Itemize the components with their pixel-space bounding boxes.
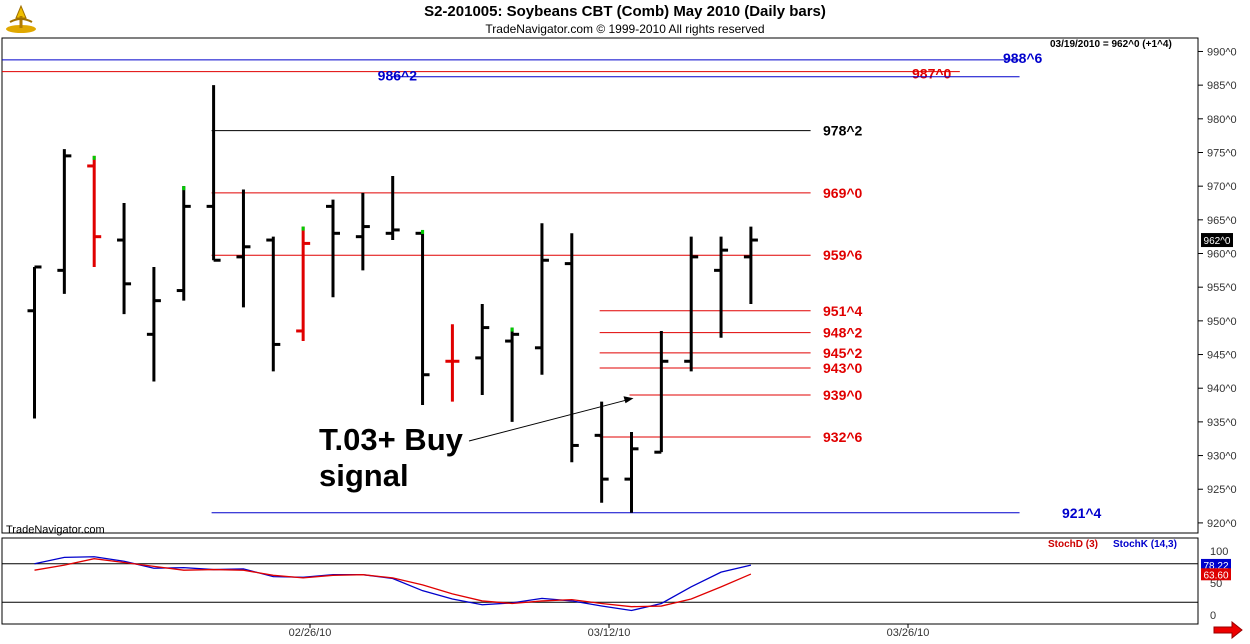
x-tick-label: 03/26/10 <box>887 627 930 639</box>
stoch-y-tick-label: 50 <box>1210 578 1222 590</box>
level-label: 948^2 <box>823 325 863 341</box>
level-label: 987^0 <box>912 66 952 82</box>
y-tick-label: 930^0 <box>1207 451 1237 463</box>
legend-stochd: StochD (3) <box>1048 539 1098 550</box>
y-tick-label: 920^0 <box>1207 518 1237 530</box>
stochd-value-label: 63.60 <box>1203 570 1228 581</box>
level-label: 959^6 <box>823 247 863 263</box>
y-tick-label: 960^0 <box>1207 249 1237 261</box>
stochastic-panel-frame <box>1 537 1199 625</box>
stoch-y-tick-label: 100 <box>1210 546 1228 558</box>
y-tick-label: 985^0 <box>1207 80 1237 92</box>
current-price-tag <box>1201 233 1233 248</box>
legend-stochk: StochK (14,3) <box>1113 539 1177 550</box>
y-tick-label: 965^0 <box>1207 215 1237 227</box>
stochk-value-tag <box>1201 558 1231 571</box>
last-price-readout: 03/19/2010 = 962^0 (+1^4) <box>1050 39 1172 50</box>
stochk-value-label: 78.22 <box>1203 561 1228 572</box>
level-label: 943^0 <box>823 360 863 376</box>
stochd-value-tag <box>1201 568 1231 581</box>
annotation-line1: T.03+ Buy <box>319 422 464 457</box>
stoch-series-line <box>34 558 752 608</box>
level-label: 932^6 <box>823 429 863 445</box>
annotation-arrowhead <box>623 396 634 404</box>
y-tick-label: 980^0 <box>1207 114 1237 126</box>
level-label: 945^2 <box>823 345 863 361</box>
y-tick-label: 950^0 <box>1207 316 1237 328</box>
level-label: 951^4 <box>823 303 863 319</box>
watermark-text: TradeNavigator.com <box>6 524 105 536</box>
y-tick-label: 970^0 <box>1207 181 1237 193</box>
annotation-line2: signal <box>319 458 409 493</box>
x-tick-label: 02/26/10 <box>289 627 332 639</box>
level-label: 969^0 <box>823 185 863 201</box>
level-label: 978^2 <box>823 123 863 139</box>
y-tick-label: 925^0 <box>1207 484 1237 496</box>
current-price-tag-label: 962^0 <box>1204 236 1231 247</box>
y-tick-label: 940^0 <box>1207 383 1237 395</box>
y-tick-label: 945^0 <box>1207 350 1237 362</box>
y-tick-label: 955^0 <box>1207 282 1237 294</box>
y-tick-label: 935^0 <box>1207 417 1237 429</box>
level-label: 986^2 <box>378 68 418 84</box>
level-label: 939^0 <box>823 387 863 403</box>
price-panel-frame <box>1 37 1199 534</box>
x-tick-label: 03/12/10 <box>588 627 631 639</box>
chart-title: S2-201005: Soybeans CBT (Comb) May 2010 … <box>424 3 826 20</box>
level-label: 988^6 <box>1003 50 1043 66</box>
y-tick-label: 975^0 <box>1207 147 1237 159</box>
y-tick-label: 990^0 <box>1207 46 1237 58</box>
annotation-arrow <box>468 399 628 442</box>
chart-subtitle: TradeNavigator.com © 1999-2010 All right… <box>485 22 765 36</box>
level-label: 921^4 <box>1062 505 1102 521</box>
stoch-y-tick-label: 0 <box>1210 610 1216 622</box>
scroll-right-arrow-icon[interactable] <box>1212 620 1244 640</box>
tradenavigator-logo-icon <box>4 4 38 34</box>
